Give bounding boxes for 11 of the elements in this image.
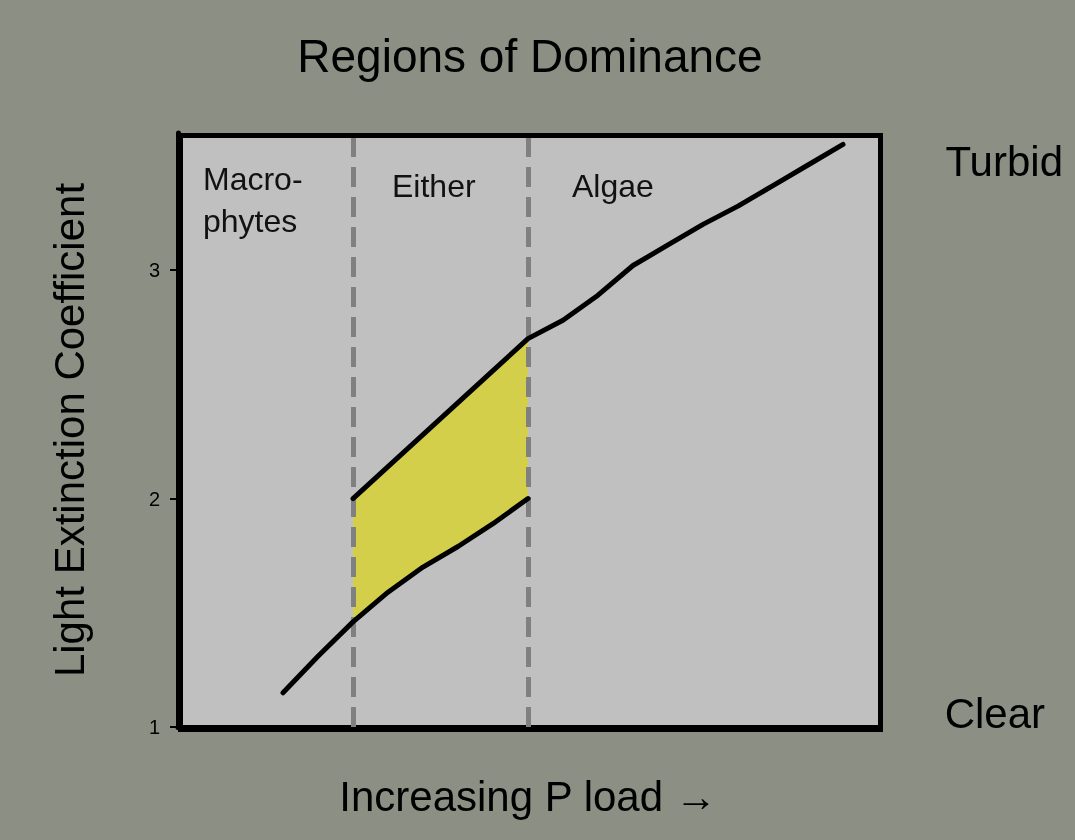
y-tick-label: 1 [148,716,160,738]
text: Clear [944,689,1046,737]
annotation: Either [392,168,476,204]
y-tick-label: 2 [148,487,160,510]
x-axis-title: Increasing P load → [339,772,717,820]
annotation: Algae [572,168,654,204]
text: Turbid [945,137,1064,185]
y-tick-label: 3 [148,259,160,282]
y-axis-title: Light Extinction Coefficient [45,182,93,678]
chart-title: Regions of Dominance [297,30,763,82]
annotation: Macro- phytes [203,161,303,239]
